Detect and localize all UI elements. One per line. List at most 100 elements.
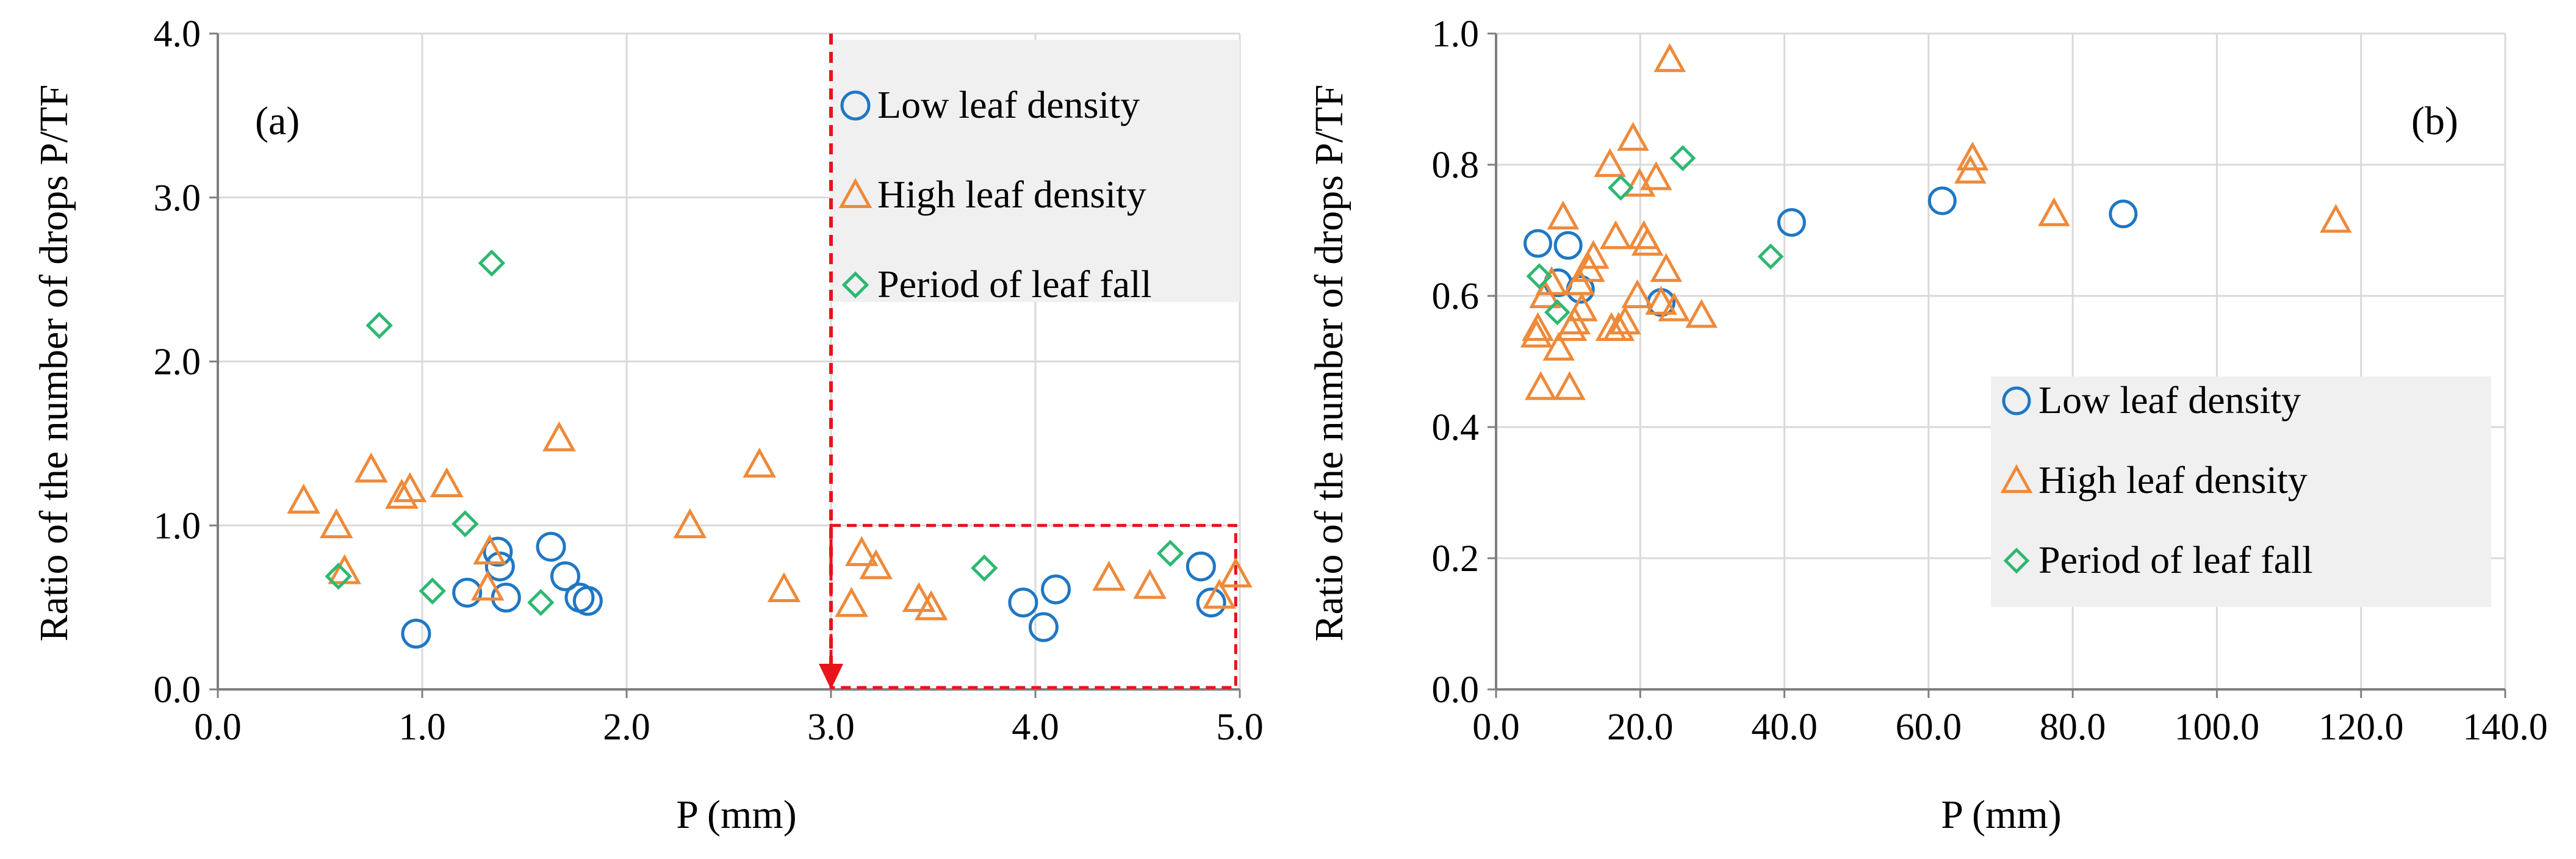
panel-b-high-leaf-density-point	[1621, 279, 1653, 309]
panel-b-y-tick-label: 0.6	[1432, 276, 1480, 317]
panel-a-high-leaf-density-point	[430, 467, 464, 498]
panel-a-y-axis-label: Ratio of the number of drops P/TF	[32, 85, 76, 642]
panel-b-high-leaf-density-point	[1658, 292, 1691, 322]
panel-a-legend-label-period-of-leaf-fall: Period of leaf fall	[877, 262, 1152, 306]
panel-a-high-leaf-density-point	[1092, 561, 1126, 591]
panel-a-y-tick-label: 3.0	[154, 178, 201, 219]
panel-b-period-of-leaf-fall-point	[1757, 243, 1784, 270]
panel-a-high-leaf-density-point	[354, 452, 388, 483]
panel-a-y-tick-label: 1.0	[154, 505, 201, 547]
panel-b-x-tick-label: 20.0	[1607, 706, 1674, 748]
panel-b-data-points	[1520, 43, 2352, 400]
panel-a-x-tick-label: 3.0	[807, 706, 855, 748]
panel-a-x-tick-label: 0.0	[194, 706, 242, 748]
panel-b-x-tick-label: 100.0	[2175, 706, 2260, 748]
panel-a-legend-background	[830, 40, 1240, 302]
panel-a-high-leaf-density-point	[914, 590, 948, 620]
panel-a-label: (a)	[255, 99, 300, 143]
panel-a-low-leaf-density-point	[1028, 612, 1059, 642]
panel-b-high-leaf-density-point	[1520, 318, 1553, 348]
panel-b-high-leaf-density-point	[1685, 299, 1718, 328]
panel-a-y-tick-label: 0.0	[154, 669, 201, 711]
panel-b-high-leaf-density-point	[1524, 371, 1557, 400]
panel-a-low-leaf-density-point	[1008, 588, 1038, 618]
panel-b-period-of-leaf-fall-point	[1669, 145, 1696, 171]
panel-b-high-leaf-density-point	[1522, 312, 1554, 341]
panel-a-legend-high-leaf-density-triangle-icon	[838, 178, 872, 208]
panel-b-high-leaf-density-point	[1553, 371, 1586, 400]
panel-a-arrowhead-icon	[819, 664, 843, 689]
panel-a-low-leaf-density-point	[550, 561, 580, 592]
panel-a-high-leaf-density-point	[902, 581, 936, 613]
panel-b-high-leaf-density-point	[1609, 305, 1641, 335]
panel-a-high-leaf-density-point	[385, 478, 419, 509]
panel-a-y-tick-labels: 0.0 1.0 2.0 3.0 4.0	[154, 13, 201, 711]
panel-a-annotations	[819, 34, 1240, 689]
panel-b-legend-high-leaf-density-triangle-icon	[2000, 464, 2033, 494]
panel-a-legend-label-low-leaf-density: Low leaf density	[877, 83, 1140, 126]
panel-b-legend-low-leaf-density-circle-icon	[2002, 386, 2031, 415]
panel-b-high-leaf-density-point	[2320, 204, 2352, 233]
panel-a-x-axis-label: P (mm)	[676, 793, 796, 837]
panel-b-high-leaf-density-point	[1631, 226, 1664, 256]
panel-a-legend-period-of-leaf-fall-diamond-icon	[841, 271, 869, 299]
panel-b: 0.0 20.0 40.0 60.0 80.0 100.0 120.0 140.0 0.00.…	[1307, 13, 2548, 837]
panel-b-high-leaf-density-point	[1577, 240, 1610, 269]
panel-a-x-tick-label: 5.0	[1216, 706, 1264, 748]
panel-b-legend: Low leaf density High leaf density Period …	[2000, 378, 2313, 581]
panel-a-low-leaf-density-point	[572, 586, 603, 616]
panel-a-period-of-leaf-fall-point	[365, 312, 393, 339]
panel-b-y-tick-label: 0.0	[1432, 669, 1480, 711]
panel-b-legend-period-of-leaf-fall-diamond-icon	[2003, 547, 2030, 574]
panel-a-x-tick-label: 2.0	[603, 706, 650, 748]
panel-a-period-of-leaf-fall-point	[325, 562, 352, 590]
panel-a-high-leaf-density-point	[542, 421, 576, 451]
panel-a-period-of-leaf-fall-point	[452, 510, 479, 537]
panel-a-period-of-leaf-fall-point	[971, 554, 998, 582]
panel-a-low-leaf-density-point	[536, 531, 566, 562]
panel-a-high-leaf-density-point	[1203, 578, 1236, 609]
panel-b-high-leaf-density-point	[1956, 142, 1989, 171]
panel-b-low-leaf-density-point	[1777, 208, 1806, 237]
panel-a-high-leaf-density-point	[319, 508, 353, 539]
panel-a-high-leaf-density-point	[1218, 557, 1253, 588]
panel-a-high-leaf-density-point	[835, 587, 868, 617]
panel-a-legend-label-high-leaf-density: High leaf density	[877, 173, 1146, 216]
panel-b-legend-label-period-of-leaf-fall: Period of leaf fall	[2038, 538, 2313, 581]
panel-a-high-leaf-density-point	[767, 572, 801, 603]
panel-b-low-leaf-density-point	[2109, 199, 2138, 229]
panel-b-x-tick-labels: 0.0 20.0 40.0 60.0 80.0 100.0 120.0 140.0	[1472, 706, 2548, 748]
panel-a: 0.0 1.0 2.0 3.0 4.0 5.0 0.0 1.0 2.0 3.0 4.0 Low l…	[32, 13, 1264, 837]
panel-b-y-axis-label: Ratio of the number of drops P/TF	[1307, 85, 1351, 642]
panel-b-x-tick-label: 40.0	[1751, 706, 1818, 748]
panel-b-high-leaf-density-point	[1547, 200, 1580, 230]
panel-b-low-leaf-density-point	[1927, 186, 1957, 215]
panel-a-low-leaf-density-point	[452, 577, 483, 608]
panel-b-legend-label-high-leaf-density: High leaf density	[2038, 458, 2308, 501]
panel-a-highlight-dashed-box	[829, 523, 1237, 689]
panel-a-period-of-leaf-fall-point	[527, 589, 555, 616]
panel-a-x-tick-label: 4.0	[1012, 706, 1059, 748]
panel-b-y-tick-label: 0.2	[1432, 538, 1480, 580]
panel-b-high-leaf-density-point	[1645, 286, 1677, 315]
panel-a-low-leaf-density-point	[483, 536, 513, 567]
panel-a-low-leaf-density-point	[1185, 551, 1216, 581]
panel-b-period-of-leaf-fall-point	[1526, 263, 1553, 290]
panel-b-y-tick-label: 0.4	[1432, 407, 1480, 448]
panel-b-high-leaf-density-point	[1602, 312, 1635, 341]
panel-b-period-of-leaf-fall-point	[1544, 299, 1570, 326]
panel-a-y-tick-label: 4.0	[154, 13, 201, 55]
panel-b-annotations	[1991, 376, 2491, 607]
panel-b-low-leaf-density-point	[1524, 229, 1553, 258]
panel-b-legend-background	[1991, 376, 2491, 607]
panel-a-low-leaf-density-point	[1196, 588, 1226, 618]
panel-b-y-tick-labels: 0.0 0.2 0.4 0.6 0.8 1.0	[1432, 13, 1480, 711]
panel-a-period-of-leaf-fall-point	[419, 577, 446, 605]
panel-a-axes	[209, 32, 1241, 698]
panel-b-y-tick-label: 0.8	[1432, 145, 1480, 186]
panel-b-y-tick-label: 1.0	[1432, 13, 1480, 55]
panel-b-period-of-leaf-fall-point	[1608, 174, 1634, 201]
panel-a-x-tick-label: 1.0	[398, 706, 446, 748]
panel-a-high-leaf-density-point	[1133, 569, 1167, 599]
